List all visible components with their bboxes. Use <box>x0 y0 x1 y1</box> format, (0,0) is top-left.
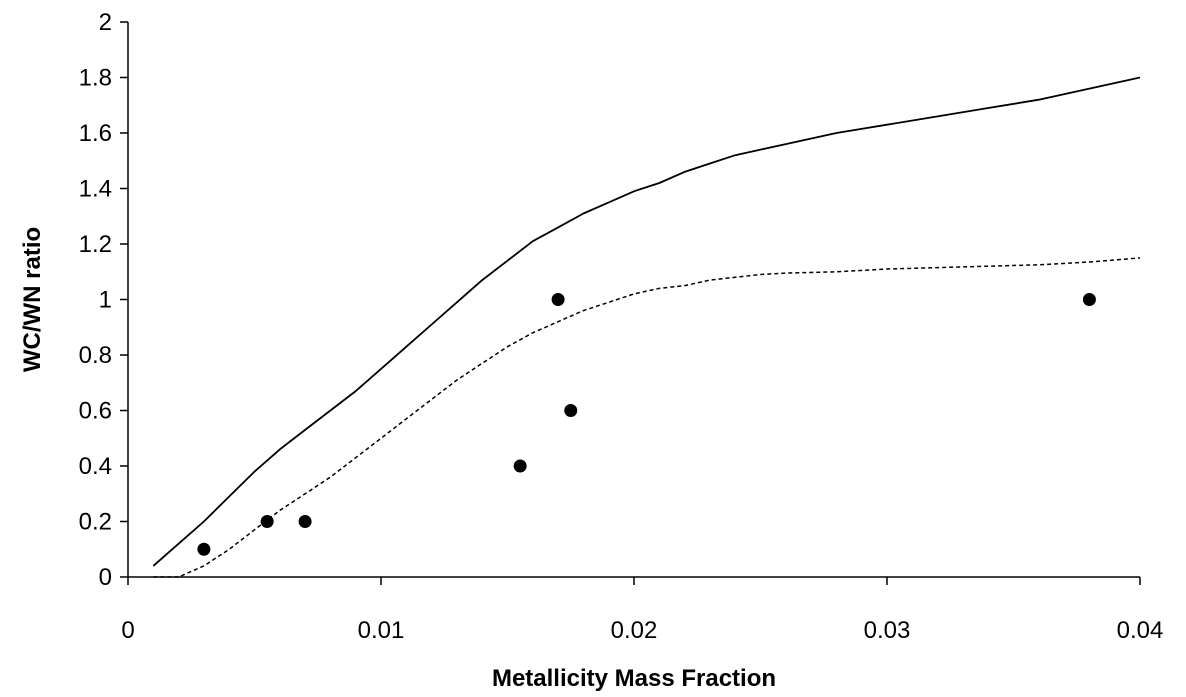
dashed-curve-line <box>153 257 1141 578</box>
series-layer <box>152 76 1141 578</box>
data-point <box>564 404 578 417</box>
x-tick-label: 0 <box>121 617 134 644</box>
y-tick-label: 0.2 <box>79 509 112 536</box>
y-tick-label: 1.6 <box>79 120 112 147</box>
data-point <box>298 515 312 528</box>
y-tick-label: 1.8 <box>79 65 112 92</box>
y-ticks: 0 0.2 0.4 0.6 0.8 1 1.2 1.4 1.6 1.8 2 <box>79 9 128 591</box>
y-tick-label: 0.6 <box>79 398 112 425</box>
y-tick-label: 2 <box>99 9 112 36</box>
data-point <box>1082 293 1096 306</box>
data-point <box>260 515 274 528</box>
data-point <box>197 542 211 556</box>
y-tick-label: 0.8 <box>79 342 112 369</box>
x-tick-label: 0.04 <box>1117 617 1164 644</box>
y-axis-title: WC/WN ratio <box>19 227 46 372</box>
y-tick-label: 1 <box>99 287 112 314</box>
y-tick-label: 1.2 <box>79 231 112 258</box>
x-axis-title: Metallicity Mass Fraction <box>492 665 776 692</box>
x-ticks: 0 0.01 0.02 0.03 0.04 <box>121 577 1163 644</box>
axes <box>127 22 1140 578</box>
y-tick-label: 1.4 <box>79 176 112 203</box>
x-tick-label: 0.02 <box>611 617 658 644</box>
data-point <box>551 293 565 306</box>
x-tick-label: 0.03 <box>864 617 911 644</box>
y-tick-label: 0 <box>99 564 112 591</box>
y-tick-label: 0.4 <box>79 453 112 480</box>
x-tick-label: 0.01 <box>358 617 405 644</box>
solid-curve-line <box>152 76 1141 567</box>
data-point <box>513 459 527 473</box>
